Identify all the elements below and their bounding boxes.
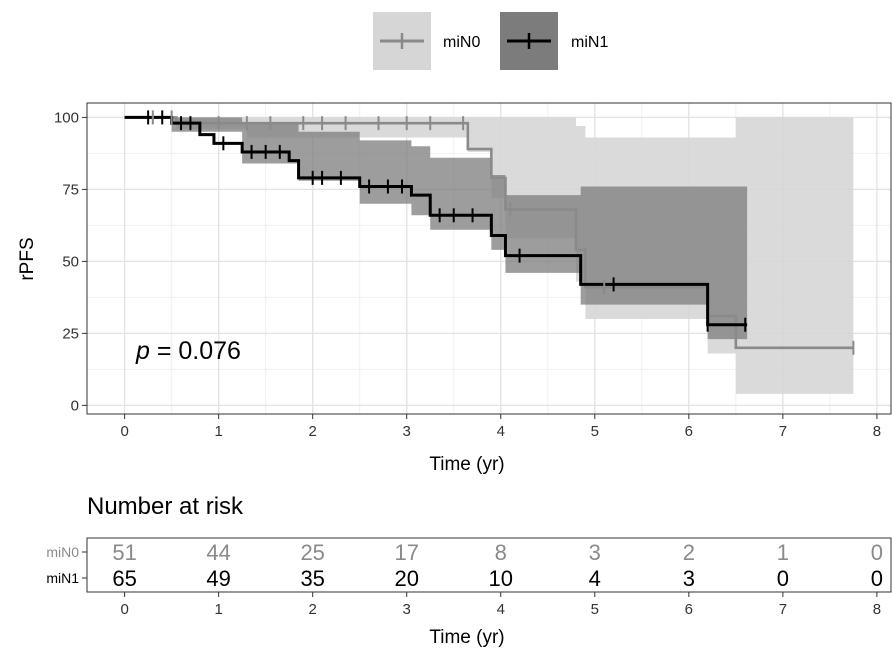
risk-x-tick-label-2: 2 xyxy=(309,601,317,618)
risk-count-min1-t7: 0 xyxy=(777,566,789,591)
legend: miN0 miN1 xyxy=(373,12,608,70)
risk-count-min1-t5: 4 xyxy=(589,566,601,591)
risk-count-min1-t3: 20 xyxy=(394,566,418,591)
x-tick-label-0: 0 xyxy=(120,423,128,440)
censor-marks xyxy=(147,110,855,355)
legend-label-miN1: miN1 xyxy=(571,34,608,51)
p-value-text: = 0.076 xyxy=(150,337,241,365)
p-value-symbol: p xyxy=(135,337,150,365)
survival-curves xyxy=(124,115,854,350)
risk-count-min1-t4: 10 xyxy=(489,566,513,591)
risk-count-min0-t5: 3 xyxy=(589,540,601,565)
risk-group-label-min1: miN1 xyxy=(46,570,79,586)
risk-x-tick-label-3: 3 xyxy=(403,601,411,618)
risk-count-min1-t0: 65 xyxy=(112,566,136,591)
y-tick-label-25: 25 xyxy=(62,325,79,342)
risk-count-min0-t8: 0 xyxy=(871,540,883,565)
survival-panel: 0 25 50 75 100 0 1 2 3 4 5 6 7 8 rPFS Time (yr) p = … xyxy=(17,102,892,475)
x-tick-label-8: 8 xyxy=(873,423,881,440)
risk-table-group-labels: miN0 miN1 xyxy=(46,544,87,586)
y-tick-label-50: 50 xyxy=(62,253,79,270)
risk-count-min0-t7: 1 xyxy=(777,540,789,565)
x-axis-ticks: 0 1 2 3 4 5 6 7 8 xyxy=(120,414,881,440)
risk-count-min0-t1: 44 xyxy=(206,540,230,565)
risk-x-tick-label-0: 0 xyxy=(120,601,128,618)
risk-table-title: Number at risk xyxy=(87,493,244,520)
y-tick-label-100: 100 xyxy=(54,109,79,126)
survival-curve-min1 xyxy=(124,115,748,327)
risk-count-min0-t2: 25 xyxy=(300,540,324,565)
risk-x-tick-label-4: 4 xyxy=(497,601,505,618)
risk-x-tick-label-5: 5 xyxy=(591,601,599,618)
x-tick-label-7: 7 xyxy=(779,423,787,440)
x-tick-label-1: 1 xyxy=(214,423,222,440)
x-tick-label-5: 5 xyxy=(591,423,599,440)
risk-count-min1-t2: 35 xyxy=(300,566,324,591)
risk-table-x-ticks: 0 1 2 3 4 5 6 7 8 xyxy=(120,592,881,618)
x-tick-label-6: 6 xyxy=(685,423,693,440)
risk-count-min1-t6: 3 xyxy=(683,566,695,591)
risk-x-tick-label-7: 7 xyxy=(779,601,787,618)
y-axis-title: rPFS xyxy=(17,237,38,280)
risk-count-min1-t1: 49 xyxy=(206,566,230,591)
survival-curve-min0 xyxy=(124,116,854,350)
y-tick-label-0: 0 xyxy=(71,397,79,414)
x-tick-label-2: 2 xyxy=(309,423,317,440)
risk-table-counts: 51 44 25 17 8 3 2 1 065 49 35 20 10 4 3 0 0 xyxy=(112,540,883,591)
p-value-annotation: p = 0.076 xyxy=(135,337,241,365)
risk-x-tick-label-8: 8 xyxy=(873,601,881,618)
risk-table-border xyxy=(86,537,892,593)
risk-count-min1-t8: 0 xyxy=(871,566,883,591)
y-axis-ticks: 0 25 50 75 100 xyxy=(54,109,87,414)
confidence-band-min1 xyxy=(124,117,748,377)
risk-x-tick-label-6: 6 xyxy=(685,601,693,618)
x-tick-label-3: 3 xyxy=(403,423,411,440)
risk-count-min0-t0: 51 xyxy=(112,540,136,565)
risk-x-tick-label-1: 1 xyxy=(214,601,222,618)
confidence-bands xyxy=(124,117,854,394)
risk-table-x-axis-title: Time (yr) xyxy=(429,627,504,648)
risk-count-min0-t4: 8 xyxy=(495,540,507,565)
risk-count-min0-t3: 17 xyxy=(394,540,418,565)
plot-border xyxy=(86,102,892,415)
x-axis-title: Time (yr) xyxy=(429,454,504,475)
legend-label-miN0: miN0 xyxy=(443,34,480,51)
x-tick-label-4: 4 xyxy=(497,423,505,440)
y-tick-label-75: 75 xyxy=(62,181,79,198)
risk-group-label-min0: miN0 xyxy=(46,544,79,560)
risk-count-min0-t6: 2 xyxy=(683,540,695,565)
